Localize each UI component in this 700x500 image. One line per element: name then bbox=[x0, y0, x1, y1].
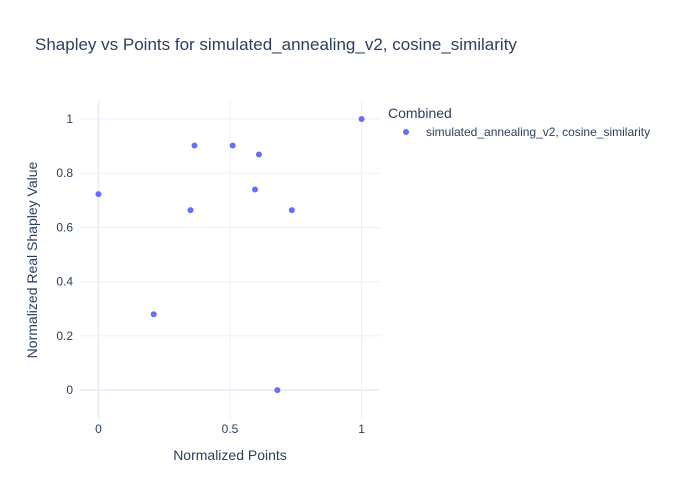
legend-marker bbox=[403, 129, 409, 135]
scatter-point[interactable] bbox=[252, 186, 258, 193]
x-tick-label: 1 bbox=[358, 422, 365, 436]
scatter-point[interactable] bbox=[274, 387, 281, 394]
scatter-point[interactable] bbox=[255, 151, 262, 158]
scatter-points bbox=[95, 115, 365, 394]
scatter-point[interactable] bbox=[95, 191, 102, 198]
grid bbox=[80, 100, 380, 420]
y-axis-ticks: 0 0.2 0.4 0.6 0.8 1 bbox=[56, 112, 73, 397]
scatter-point[interactable] bbox=[191, 142, 198, 149]
legend-item[interactable]: simulated_annealing_v2, cosine_similarit… bbox=[403, 125, 650, 139]
y-tick-label: 0.4 bbox=[56, 275, 73, 289]
y-tick-label: 1 bbox=[66, 112, 73, 126]
y-tick-label: 0.6 bbox=[56, 220, 73, 234]
x-tick-label: 0.5 bbox=[222, 422, 239, 436]
x-tick-label: 0 bbox=[95, 422, 102, 436]
y-tick-label: 0 bbox=[66, 383, 73, 397]
legend-title: Combined bbox=[388, 105, 452, 121]
y-axis-title: Normalized Real Shapley Value bbox=[24, 161, 40, 358]
legend[interactable]: Combined simulated_annealing_v2, cosine_… bbox=[388, 105, 650, 139]
scatter-point[interactable] bbox=[229, 142, 236, 149]
chart-title: Shapley vs Points for simulated_annealin… bbox=[35, 35, 517, 54]
x-axis-ticks: 0 0.5 1 bbox=[95, 422, 365, 436]
scatter-point[interactable] bbox=[187, 207, 194, 214]
x-axis-title: Normalized Points bbox=[173, 447, 287, 463]
scatter-point[interactable] bbox=[358, 115, 365, 122]
scatter-point[interactable] bbox=[150, 311, 157, 318]
legend-item-label: simulated_annealing_v2, cosine_similarit… bbox=[426, 125, 650, 139]
y-tick-label: 0.8 bbox=[56, 166, 73, 180]
y-tick-label: 0.2 bbox=[56, 329, 73, 343]
scatter-point[interactable] bbox=[288, 207, 295, 214]
